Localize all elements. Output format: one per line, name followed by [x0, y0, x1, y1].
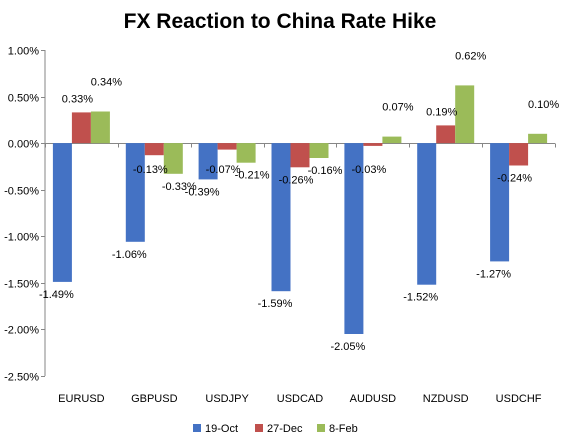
data-label: -2.05%: [330, 341, 365, 353]
bar-19-oct: [271, 143, 291, 292]
chart-title: FX Reaction to China Rate Hike: [124, 10, 437, 33]
bar-27-dec: [509, 143, 529, 166]
bar-27-dec: [217, 143, 237, 150]
bar-27-dec: [363, 143, 383, 146]
bar-8-feb: [163, 143, 183, 174]
data-label: -0.03%: [351, 164, 386, 176]
data-label: -1.49%: [39, 289, 74, 301]
bar-19-oct: [125, 143, 145, 242]
data-label: 0.10%: [528, 99, 559, 111]
bar-8-feb: [236, 143, 256, 163]
legend-label: 19-Oct: [205, 423, 238, 435]
data-labels-group: -1.49% 0.33% 0.34% -1.06% -0.13% -0.33%-0.39%…: [39, 50, 559, 353]
bar-19-oct: [198, 143, 218, 180]
data-label: -1.52%: [403, 292, 438, 304]
bar-8-feb: [309, 143, 329, 158]
data-label: -1.06%: [112, 249, 147, 261]
legend-swatch: [255, 424, 263, 432]
data-label: -1.27%: [476, 268, 511, 280]
legend-label: 8-Feb: [329, 423, 358, 435]
y-tick-label: 0.00%: [8, 139, 39, 151]
y-tick-label: 1.00%: [8, 46, 39, 58]
legend-swatch: [317, 424, 325, 432]
y-tick-label: -1.50%: [4, 279, 39, 291]
data-label: -0.21%: [235, 170, 270, 182]
data-label: 0.34%: [91, 77, 122, 89]
category-label: EURUSD: [58, 393, 105, 405]
category-label: AUDUSD: [350, 393, 397, 405]
data-label: -0.13%: [133, 164, 168, 176]
category-label: USDCAD: [277, 393, 324, 405]
category-label: USDJPY: [205, 393, 249, 405]
legend-swatch: [193, 424, 201, 432]
y-tick-label: 0.50%: [8, 93, 39, 105]
bar-8-feb: [382, 136, 402, 144]
data-label: -0.24%: [497, 173, 532, 185]
bar-27-dec: [71, 112, 91, 144]
data-label: 0.33%: [62, 93, 93, 105]
x-axis-labels: EURUSD GBPUSD USDJPY USDCAD AUDUSD NZDUSD USDC…: [58, 393, 542, 405]
bars-group: [52, 85, 548, 334]
data-label: -0.33%: [162, 181, 197, 193]
bar-8-feb: [455, 85, 475, 144]
category-label: USDCHF: [496, 393, 542, 405]
legend: 19-Oct 27-Dec 8-Feb: [193, 423, 358, 435]
legend-label: 27-Dec: [267, 423, 303, 435]
y-tick-label: -1.00%: [4, 232, 39, 244]
data-label: -0.16%: [308, 165, 343, 177]
y-tick-label: -2.50%: [4, 372, 39, 384]
category-label: GBPUSD: [131, 393, 178, 405]
bar-19-oct: [344, 143, 364, 334]
data-label: -1.59%: [258, 298, 293, 310]
y-tick-label: -0.50%: [4, 186, 39, 198]
data-label: 0.19%: [426, 106, 457, 118]
data-label: 0.62%: [455, 50, 486, 62]
bar-8-feb: [90, 111, 110, 144]
bar-19-oct: [52, 143, 72, 282]
data-label: -0.39%: [185, 187, 220, 199]
data-label: 0.07%: [382, 102, 413, 114]
bar-19-oct: [417, 143, 437, 285]
bar-27-dec: [436, 125, 456, 144]
bar-8-feb: [528, 133, 548, 144]
bar-19-oct: [490, 143, 510, 262]
bar-27-dec: [144, 143, 164, 156]
y-tick-label: -2.00%: [4, 325, 39, 337]
data-label: -0.26%: [279, 174, 314, 186]
data-label: -0.07%: [206, 164, 241, 176]
bar-27-dec: [290, 143, 310, 168]
category-label: NZDUSD: [423, 393, 469, 405]
